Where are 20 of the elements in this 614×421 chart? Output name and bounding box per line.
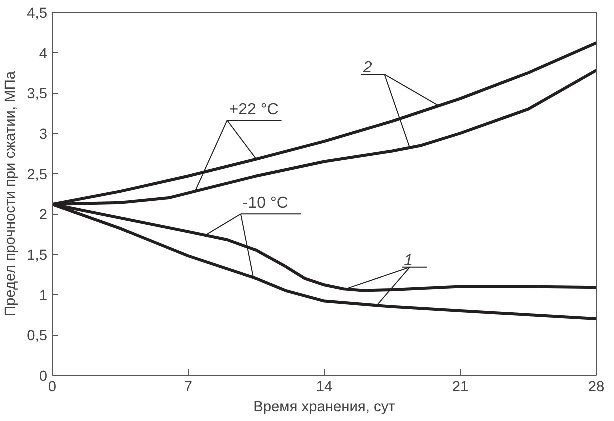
annotation: +22 °C	[229, 102, 279, 119]
y-tick-label: 3	[39, 127, 48, 143]
annotation: 2	[362, 60, 372, 77]
x-tick-label: 21	[452, 380, 469, 396]
y-tick-label: 2,5	[27, 167, 48, 184]
y-tick-label: 4,5	[27, 6, 48, 22]
y-tick-label: 4	[39, 46, 48, 62]
y-tick-label: 2	[39, 208, 48, 224]
x-tick-label: 14	[316, 380, 333, 396]
y-tick-label: 1	[39, 288, 48, 304]
x-axis-title: Время хранения, сут	[254, 400, 396, 416]
annotation: -10 °C	[242, 195, 288, 212]
y-axis-title: Предел прочности при сжатии, МПа	[3, 70, 20, 317]
y-tick-label: 0	[39, 369, 48, 385]
x-tick-label: 28	[588, 380, 605, 396]
x-tick-label: 7	[184, 380, 193, 396]
y-tick-label: 3,5	[27, 86, 48, 103]
annotation: 1	[404, 252, 414, 270]
y-tick-label: 0,5	[27, 328, 48, 345]
y-tick-label: 1,5	[27, 248, 48, 264]
